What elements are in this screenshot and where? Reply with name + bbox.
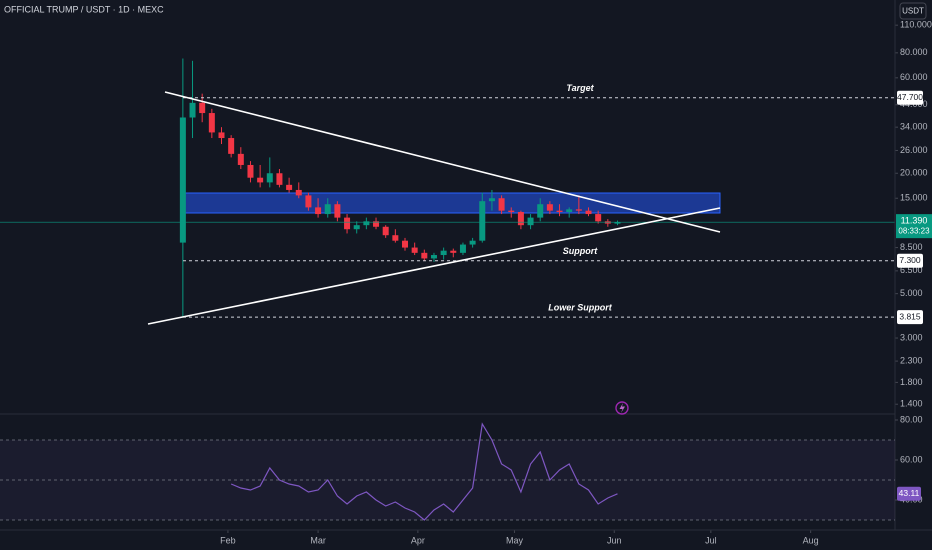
candle-body [295, 189, 302, 196]
candle-body [614, 222, 621, 224]
candle-body [508, 210, 515, 213]
candle-body [595, 214, 602, 222]
candle-body [363, 221, 370, 226]
upper-trendline [164, 91, 721, 233]
rsi-tick-label: 60.00 [900, 454, 923, 464]
overlay: 110.00080.00060.00044.00034.00026.00020.… [220, 20, 932, 545]
candle-body [421, 252, 428, 259]
level-name: Support [563, 246, 598, 256]
x-tick-label: Feb [220, 535, 236, 545]
x-tick-label: Mar [310, 535, 326, 545]
candle-body [527, 217, 534, 226]
candle-body [537, 204, 544, 218]
candle-body [546, 204, 553, 211]
candle-body [373, 221, 380, 227]
candle-body [411, 247, 418, 253]
level-price-label: 3.815 [899, 311, 921, 321]
candle-body [228, 138, 235, 154]
candle-body [604, 221, 611, 224]
level-name: Target [566, 83, 594, 93]
countdown-label: 08:33:23 [898, 226, 930, 235]
candle-body [315, 207, 322, 215]
last-price-label: 11.390 [901, 216, 928, 226]
y-tick-label: 6.500 [900, 265, 923, 275]
candle-body [498, 198, 505, 211]
level-price-box [897, 253, 923, 268]
candle-body [402, 240, 409, 248]
rsi-value-box [897, 486, 921, 501]
candle-body [305, 195, 312, 208]
candle-body [286, 184, 293, 190]
x-tick-label: May [506, 535, 524, 545]
y-tick-label: 80.000 [900, 47, 928, 57]
y-tick-label: 15.000 [900, 193, 928, 203]
level-price-label: 7.300 [899, 255, 921, 265]
lightning-glyph [619, 403, 625, 413]
zone-rectangle [183, 193, 720, 213]
currency-button[interactable] [899, 2, 927, 20]
candle-body [218, 132, 225, 139]
last-price-box [896, 214, 932, 239]
y-tick-label: 8.500 [900, 242, 923, 252]
x-tick-label: Jul [705, 535, 717, 545]
symbol-title: OFFICIAL TRUMP / USDT · 1D · MEXC [4, 4, 164, 14]
y-tick-label: 34.000 [900, 122, 928, 132]
candle-body [430, 255, 437, 259]
candle-body [517, 212, 524, 226]
level-price-box [897, 90, 923, 105]
y-tick-label: 3.000 [900, 332, 923, 342]
candle-body [556, 210, 563, 213]
candle-body [566, 209, 573, 213]
y-tick-label: 1.800 [900, 377, 923, 387]
y-tick-label: 2.300 [900, 355, 923, 365]
price-pane [0, 24, 898, 533]
candle-body [392, 235, 399, 241]
y-tick-label: 110.000 [900, 20, 932, 30]
y-tick-label: 5.000 [900, 288, 923, 298]
currency-button-label: USDT [902, 7, 924, 16]
candle-body [179, 117, 186, 243]
y-tick-label: 20.000 [900, 168, 928, 178]
candle-body [469, 240, 476, 245]
candle-body [189, 102, 196, 118]
level-name: Lower Support [548, 303, 612, 313]
candle-body [257, 177, 264, 183]
candle-body [353, 225, 360, 230]
candle-body [450, 250, 457, 253]
candle-body [344, 217, 351, 230]
candle-body [237, 153, 244, 165]
candle-body [585, 210, 592, 215]
x-tick-label: Jun [607, 535, 622, 545]
rsi-line [230, 422, 618, 521]
candle-body [459, 244, 466, 253]
x-tick-label: Apr [411, 535, 425, 545]
candle-body [266, 173, 273, 183]
candle-body [440, 250, 447, 256]
candle-body [324, 204, 331, 215]
candle-body [575, 209, 582, 211]
x-tick-label: Aug [803, 535, 819, 545]
y-tick-label: 1.400 [900, 399, 923, 409]
y-tick-label: 60.000 [900, 72, 928, 82]
candle-body [334, 204, 341, 218]
rsi-value-label: 43.11 [899, 488, 920, 498]
rsi-tick-label: 80.00 [900, 414, 923, 424]
lightning-icon[interactable] [615, 401, 629, 415]
lower-trendline [147, 207, 721, 325]
y-tick-label: 26.000 [900, 145, 928, 155]
level-price-label: 47.700 [897, 92, 923, 102]
candle-body [208, 113, 215, 133]
candle-body [247, 164, 254, 178]
candle-body [276, 173, 283, 185]
candle-body [382, 226, 389, 236]
candle-body [199, 102, 206, 114]
level-price-box [897, 310, 923, 325]
candle-body [488, 198, 495, 202]
candle-body [479, 201, 486, 241]
